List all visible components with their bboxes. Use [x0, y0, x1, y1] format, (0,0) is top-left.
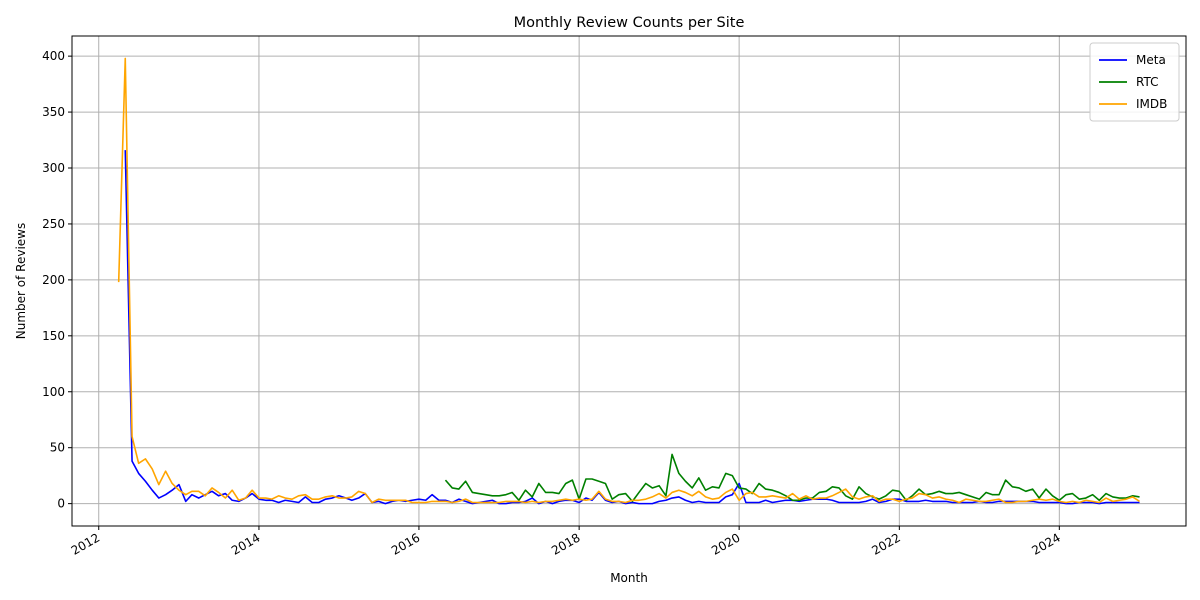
x-axis-label: Month	[610, 571, 648, 585]
x-tick-label: 2018	[549, 530, 582, 557]
y-tick-label: 250	[42, 217, 65, 231]
y-tick-label: 0	[57, 497, 65, 511]
series-line-meta	[124, 150, 1140, 505]
y-tick-label: 150	[42, 329, 65, 343]
legend-label-rtc: RTC	[1136, 75, 1158, 89]
plot-frame	[71, 35, 1187, 527]
x-tick-label: 2012	[69, 530, 102, 557]
y-axis-ticks: 0 50 100 150 200 250 300 350 400	[42, 49, 72, 511]
y-tick-label: 300	[42, 161, 65, 175]
x-tick-label: 2022	[869, 530, 902, 557]
y-tick-label: 350	[42, 105, 65, 119]
x-tick-label: 2020	[709, 530, 742, 557]
chart-title: Monthly Review Counts per Site	[514, 15, 745, 31]
series-line-rtc	[444, 453, 1140, 503]
series-lines	[117, 57, 1140, 505]
x-tick-label: 2016	[389, 530, 422, 557]
x-tick-label: 2024	[1029, 530, 1062, 557]
y-tick-label: 100	[42, 385, 65, 399]
y-axis-label: Number of Reviews	[14, 223, 28, 339]
y-tick-label: 400	[42, 49, 65, 63]
grid-lines	[72, 36, 1186, 526]
series-line-imdb	[117, 57, 1140, 504]
legend-box	[1089, 42, 1180, 122]
x-axis-ticks: 2012 2014 2016 2018 2020 2022 2024	[69, 526, 1063, 558]
y-tick-label: 50	[50, 441, 65, 455]
y-tick-label: 200	[42, 273, 65, 287]
legend: Meta RTC IMDB	[1089, 42, 1180, 122]
legend-label-meta: Meta	[1136, 53, 1166, 67]
x-tick-label: 2014	[229, 530, 262, 557]
legend-label-imdb: IMDB	[1136, 97, 1167, 111]
